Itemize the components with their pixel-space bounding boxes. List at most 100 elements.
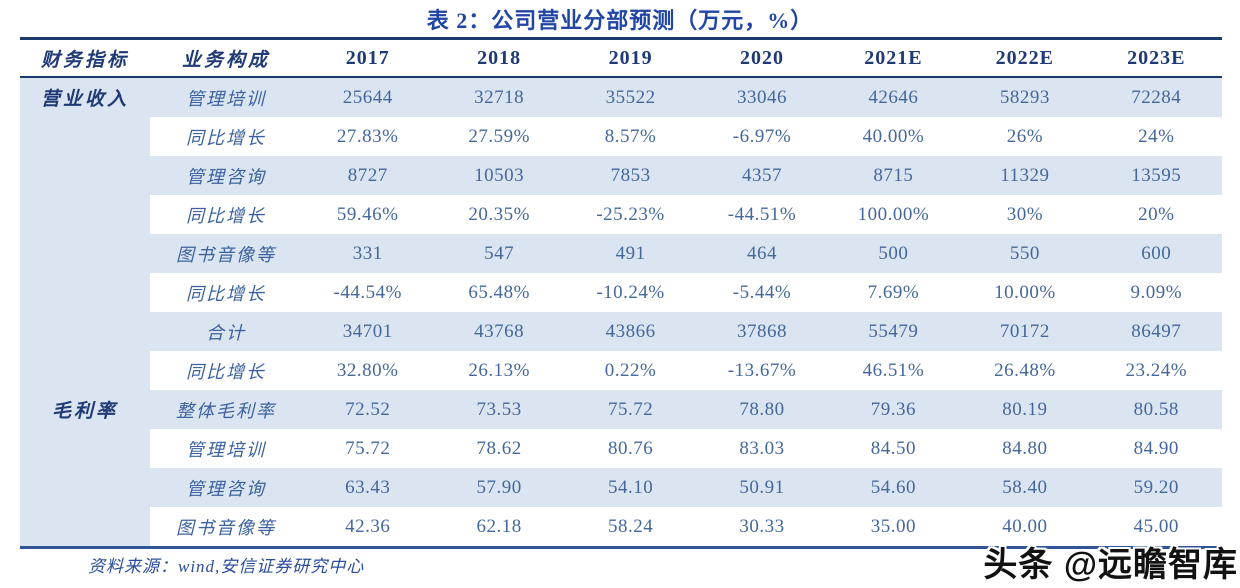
table-row: 同比增长 27.83% 27.59% 8.57% -6.97% 40.00% 26% 24% [20, 117, 1222, 156]
group-label-cell [20, 507, 150, 546]
value-cell: 84.80 [959, 429, 1091, 468]
value-cell: 35.00 [827, 507, 960, 546]
value-cell: 62.18 [433, 507, 565, 546]
value-cell: 20.35% [433, 195, 565, 234]
table-header-row: 财务指标 业务构成 2017 2018 2019 2020 2021E 2022… [20, 40, 1222, 78]
value-cell: 331 [302, 234, 434, 273]
value-cell: 100.00% [827, 195, 960, 234]
value-cell: 40.00% [827, 117, 960, 156]
value-cell: 75.72 [302, 429, 434, 468]
value-cell: 54.10 [564, 468, 697, 507]
value-cell: 9.09% [1090, 273, 1222, 312]
value-cell: 84.90 [1090, 429, 1222, 468]
row-label-cell: 整体毛利率 [150, 390, 302, 429]
header-year-2017: 2017 [302, 40, 434, 76]
value-cell: 84.50 [827, 429, 960, 468]
value-cell: 57.90 [433, 468, 565, 507]
value-cell: 78.62 [433, 429, 565, 468]
value-cell: 32718 [433, 78, 565, 117]
header-year-2023e: 2023E [1090, 40, 1222, 76]
value-cell: 34701 [302, 312, 434, 351]
value-cell: 54.60 [827, 468, 960, 507]
value-cell: 83.03 [696, 429, 828, 468]
value-cell: 72.52 [302, 390, 434, 429]
value-cell: 43768 [433, 312, 565, 351]
value-cell: 80.76 [564, 429, 697, 468]
table-row: 管理培训 75.72 78.62 80.76 83.03 84.50 84.80 84.90 [20, 429, 1222, 468]
header-financial-indicator: 财务指标 [20, 40, 150, 76]
table-row: 同比增长 -44.54% 65.48% -10.24% -5.44% 7.69% 10.00… [20, 273, 1222, 312]
value-cell: 37868 [696, 312, 828, 351]
row-label-cell: 管理咨询 [150, 156, 302, 195]
value-cell: -5.44% [696, 273, 828, 312]
value-cell: 80.58 [1090, 390, 1222, 429]
value-cell: 500 [827, 234, 960, 273]
value-cell: 75.72 [564, 390, 697, 429]
value-cell: 40.00 [959, 507, 1091, 546]
row-label-cell: 图书音像等 [150, 234, 302, 273]
value-cell: 8727 [302, 156, 434, 195]
row-label-cell: 同比增长 [150, 351, 302, 390]
value-cell: 55479 [827, 312, 960, 351]
row-label-cell: 图书音像等 [150, 507, 302, 546]
group-label-cell [20, 156, 150, 195]
page-title: 表 2：公司营业分部预测（万元，%） [426, 8, 814, 33]
value-cell: 32.80% [302, 351, 434, 390]
value-cell: 59.46% [302, 195, 434, 234]
table-row: 图书音像等 331 547 491 464 500 550 600 [20, 234, 1222, 273]
header-year-2020: 2020 [696, 40, 828, 76]
row-label-cell: 同比增长 [150, 195, 302, 234]
group-label-cell [20, 117, 150, 156]
table-row: 管理咨询 63.43 57.90 54.10 50.91 54.60 58.40 59.20 [20, 468, 1222, 507]
value-cell: 65.48% [433, 273, 565, 312]
group-label-cell [20, 468, 150, 507]
value-cell: 0.22% [564, 351, 697, 390]
row-label-cell: 同比增长 [150, 273, 302, 312]
table-row: 营业收入 管理培训 25644 32718 35522 33046 42646 58293 72… [20, 78, 1222, 117]
row-label-cell: 合计 [150, 312, 302, 351]
value-cell: 8.57% [564, 117, 697, 156]
value-cell: 491 [564, 234, 697, 273]
table-body: 营业收入 管理培训 25644 32718 35522 33046 42646 58293 72… [20, 78, 1222, 546]
value-cell: 547 [433, 234, 565, 273]
value-cell: 11329 [959, 156, 1091, 195]
table-row: 合计 34701 43768 43866 37868 55479 70172 86497 [20, 312, 1222, 351]
group-label-cell [20, 273, 150, 312]
value-cell: 78.80 [696, 390, 828, 429]
value-cell: 27.83% [302, 117, 434, 156]
value-cell: 26.13% [433, 351, 565, 390]
value-cell: 43866 [564, 312, 697, 351]
value-cell: 50.91 [696, 468, 828, 507]
group-label-cell [20, 429, 150, 468]
value-cell: 464 [696, 234, 828, 273]
value-cell: 23.24% [1090, 351, 1222, 390]
table-row: 毛利率 整体毛利率 72.52 73.53 75.72 78.80 79.36 80.19 80… [20, 390, 1222, 429]
table-row: 管理咨询 8727 10503 7853 4357 8715 11329 13595 [20, 156, 1222, 195]
value-cell: 42.36 [302, 507, 434, 546]
value-cell: -10.24% [564, 273, 697, 312]
value-cell: 26.48% [959, 351, 1091, 390]
value-cell: 600 [1090, 234, 1222, 273]
row-label-cell: 管理咨询 [150, 468, 302, 507]
header-business-composition: 业务构成 [150, 40, 302, 76]
row-label-cell: 同比增长 [150, 117, 302, 156]
group-label-cell: 营业收入 [20, 78, 150, 117]
value-cell: -44.51% [696, 195, 828, 234]
value-cell: 7853 [564, 156, 697, 195]
value-cell: 26% [959, 117, 1091, 156]
table-row: 同比增长 32.80% 26.13% 0.22% -13.67% 46.51% 26.48%… [20, 351, 1222, 390]
value-cell: 59.20 [1090, 468, 1222, 507]
value-cell: 42646 [827, 78, 960, 117]
value-cell: 45.00 [1090, 507, 1222, 546]
table-row: 同比增长 59.46% 20.35% -25.23% -44.51% 100.00% 30%… [20, 195, 1222, 234]
header-year-2022e: 2022E [959, 40, 1091, 76]
value-cell: 58.24 [564, 507, 697, 546]
value-cell: 58.40 [959, 468, 1091, 507]
table-row: 图书音像等 42.36 62.18 58.24 30.33 35.00 40.00 45.00 [20, 507, 1222, 546]
value-cell: 24% [1090, 117, 1222, 156]
value-cell: -13.67% [696, 351, 828, 390]
row-label-cell: 管理培训 [150, 429, 302, 468]
header-year-2018: 2018 [433, 40, 565, 76]
group-label-cell [20, 195, 150, 234]
value-cell: 30% [959, 195, 1091, 234]
